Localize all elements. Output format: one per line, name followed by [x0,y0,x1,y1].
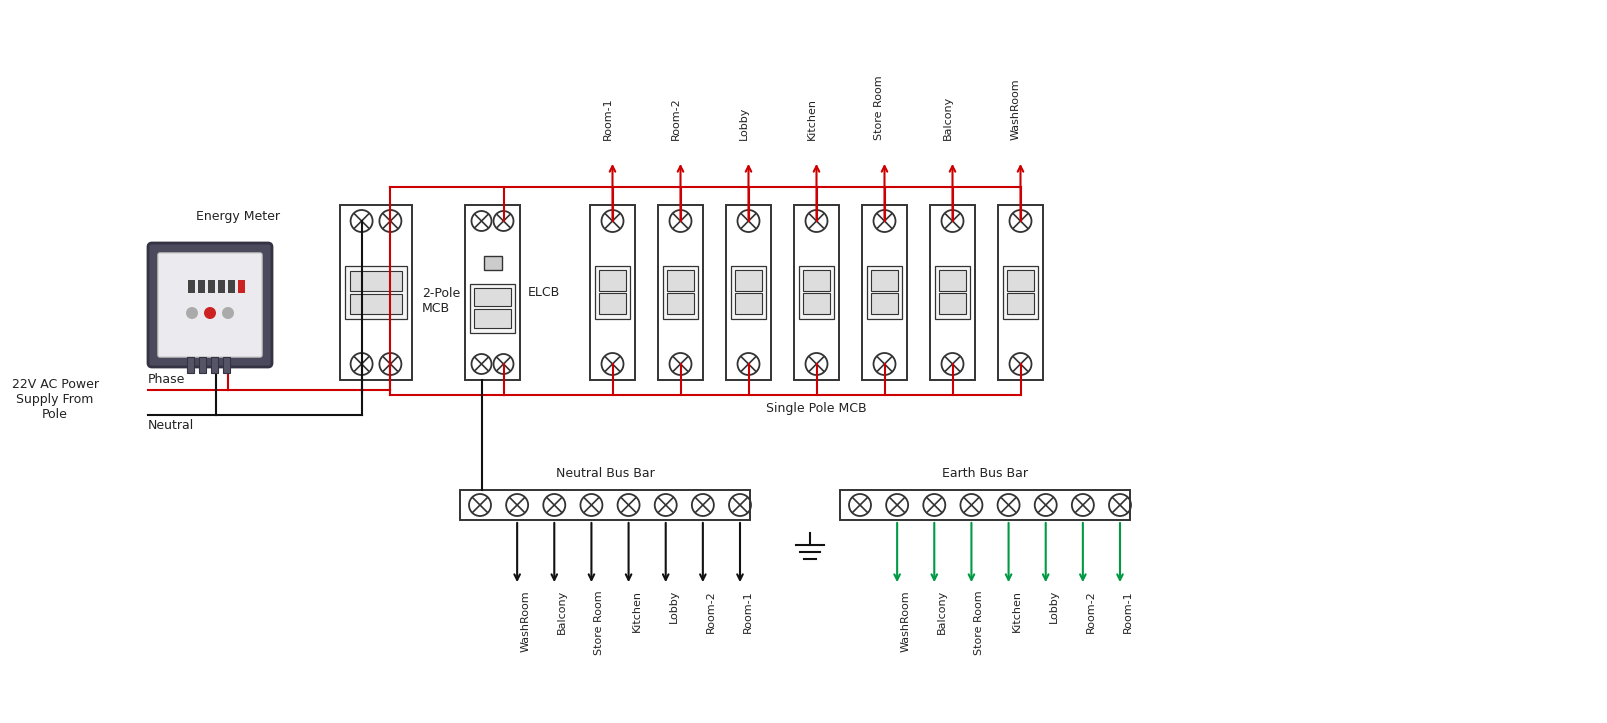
Text: Lobby: Lobby [739,106,749,140]
Text: Lobby: Lobby [1049,590,1059,623]
Text: Single Pole MCB: Single Pole MCB [767,402,866,415]
Text: Balcony: Balcony [937,590,947,634]
Text: Energy Meter: Energy Meter [196,210,280,223]
Text: Room-2: Room-2 [670,98,680,140]
Text: Earth Bus Bar: Earth Bus Bar [942,467,1028,480]
Bar [341,205,411,380]
Bar [667,270,694,291]
Bar [346,266,407,319]
Bar [599,270,627,291]
Bar [211,357,219,373]
Bar [726,205,771,380]
Bar [474,288,511,307]
Bar [938,270,966,291]
Text: Phase: Phase [148,373,185,386]
Bar [350,271,402,291]
Text: Room-2: Room-2 [705,590,715,633]
Bar [350,294,402,315]
Text: WashRoom: WashRoom [521,590,530,651]
Bar [804,294,829,315]
Text: Neutral Bus Bar: Neutral Bus Bar [556,467,654,480]
Bar [474,309,511,328]
Bar [590,205,635,380]
Bar [599,294,627,315]
Circle shape [186,307,198,319]
Bar [1003,266,1038,319]
Bar [228,280,235,293]
Bar [188,280,194,293]
Text: Kitchen: Kitchen [632,590,641,632]
Bar [186,357,194,373]
Text: Balcony: Balcony [558,590,567,634]
Bar [1008,270,1033,291]
Bar [871,294,898,315]
Bar [804,270,829,291]
Text: Room-1: Room-1 [742,590,754,633]
Bar [460,490,750,520]
Bar [840,490,1130,520]
Bar [664,266,697,319]
Text: Room-2: Room-2 [1086,590,1096,633]
Bar [238,280,244,293]
Bar [861,205,906,380]
Bar [868,266,902,319]
Bar [1008,294,1033,315]
Bar [657,205,702,380]
Text: Store Room: Store Room [874,75,884,140]
Text: WashRoom: WashRoom [1011,78,1020,140]
Bar [464,205,521,380]
Bar [734,270,762,291]
Bar [667,294,694,315]
Bar [198,280,206,293]
Bar [223,357,230,373]
Circle shape [204,307,215,319]
Circle shape [222,307,235,319]
Bar [199,357,206,373]
Bar [484,256,501,270]
Text: 22V AC Power
Supply From
Pole: 22V AC Power Supply From Pole [11,379,98,422]
Text: WashRoom: WashRoom [900,590,910,651]
Text: Lobby: Lobby [669,590,678,623]
Bar [219,280,225,293]
Text: Store Room: Store Room [595,590,604,654]
Bar [998,205,1043,380]
Bar [595,266,630,319]
Bar [871,270,898,291]
Text: Neutral: Neutral [148,419,194,432]
Text: Kitchen: Kitchen [1011,590,1022,632]
Bar [731,266,767,319]
Bar [469,283,514,333]
Bar [734,294,762,315]
Bar [794,205,839,380]
FancyBboxPatch shape [157,253,262,357]
Text: ELCB: ELCB [529,286,561,299]
Text: Room-1: Room-1 [1123,590,1133,633]
Bar [799,266,834,319]
Text: Kitchen: Kitchen [807,98,816,140]
Bar [938,294,966,315]
Text: Store Room: Store Room [974,590,985,654]
Text: Room-1: Room-1 [603,98,612,140]
Text: 2-Pole
MCB: 2-Pole MCB [423,287,460,315]
Bar [930,205,975,380]
Bar [935,266,971,319]
Bar [207,280,215,293]
Text: Balcony: Balcony [942,95,953,140]
FancyBboxPatch shape [148,243,272,367]
